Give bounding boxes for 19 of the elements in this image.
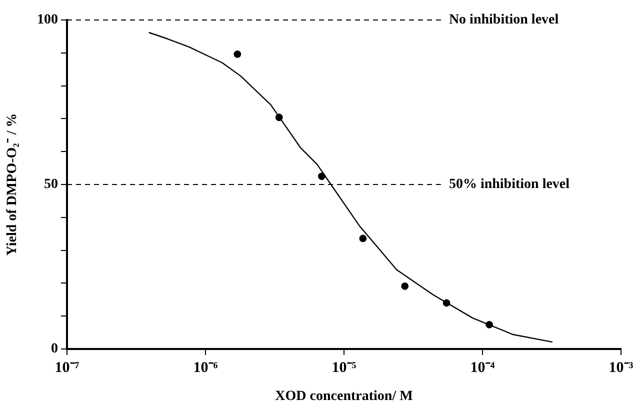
point bbox=[486, 320, 494, 328]
y-tick-label: 50 bbox=[44, 177, 58, 192]
x-tick-label: 10⁻⁶ bbox=[193, 360, 218, 376]
x-tick-label: 10⁻⁷ bbox=[54, 360, 80, 376]
x-tick-label: 10⁻³ bbox=[608, 360, 634, 376]
point bbox=[442, 299, 450, 307]
ref-line-label: No inhibition level bbox=[448, 12, 559, 28]
point bbox=[234, 50, 242, 58]
x-tick-label: 10⁻⁵ bbox=[332, 360, 357, 376]
y-tick-label: 0 bbox=[51, 342, 58, 357]
y-axis-title: Yield of DMPO-O₂⁻ / % bbox=[5, 113, 20, 256]
point bbox=[401, 282, 409, 290]
ref-line-label: 50% inhibition level bbox=[448, 177, 570, 192]
point bbox=[359, 234, 367, 242]
y-tick-label: 100 bbox=[37, 12, 58, 28]
x-axis-title: XOD concentration/ M bbox=[275, 389, 413, 404]
point bbox=[275, 114, 283, 122]
point bbox=[318, 172, 326, 180]
x-tick-label: 10⁻⁴ bbox=[470, 360, 496, 376]
